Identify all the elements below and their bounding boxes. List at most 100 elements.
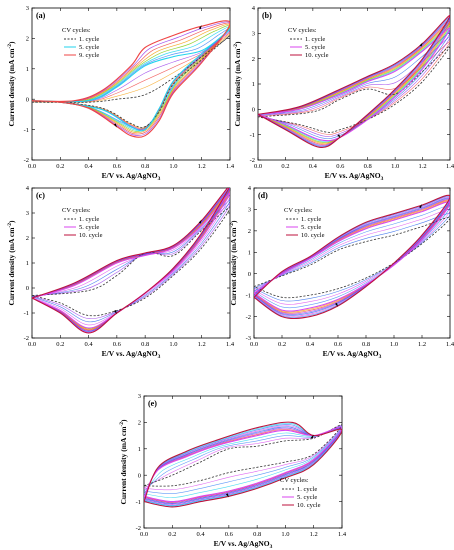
y-tick-label: 1: [138, 446, 141, 453]
cv-loop-intermediate: [32, 33, 230, 129]
x-tick-label: 1.0: [281, 531, 289, 538]
y-tick-label: 2: [26, 235, 29, 242]
x-tick-label: 1.0: [390, 341, 398, 348]
x-tick-label: 0.2: [281, 163, 289, 170]
x-tick-label: 0.0: [28, 163, 36, 170]
y-axis-label: Current density (mA cm-2): [119, 419, 128, 505]
y-tick-label: 1: [26, 66, 29, 73]
x-tick-label: 1.4: [446, 341, 454, 348]
y-tick-label: 1: [248, 249, 251, 256]
y-tick-label: 1: [26, 260, 29, 267]
series-1-line: [258, 45, 450, 133]
cv-loop-intermediate: [144, 424, 342, 506]
y-tick-label: 2: [26, 36, 29, 43]
legend-title: CV cycles:: [284, 207, 313, 214]
plot-frame: [31, 7, 231, 161]
series-3-line: [258, 15, 450, 149]
series-1-line: [144, 424, 342, 487]
x-tick-label: 1.0: [169, 341, 177, 348]
scan-direction-arrow: [113, 123, 117, 128]
legend-item: 10. cycle: [305, 52, 329, 59]
x-tick-label: 1.0: [169, 163, 177, 170]
panel-label: (e): [148, 399, 157, 408]
cv-loop-intermediate: [144, 426, 342, 498]
y-tick-label: 4: [252, 5, 256, 12]
y-tick-label: 0: [138, 472, 141, 479]
cv-loop-intermediate: [254, 205, 450, 309]
y-tick-label: -1: [24, 127, 29, 134]
cv-loop-intermediate: [258, 41, 450, 135]
cv-loop-intermediate: [32, 24, 230, 132]
x-axis-label: E/V vs. Ag/AgNO3: [102, 349, 161, 360]
legend-item: 5. cycle: [79, 44, 99, 51]
scan-direction-arrow: [337, 134, 341, 139]
cv-loop-intermediate: [144, 425, 342, 505]
x-tick-label: 0.4: [85, 341, 94, 348]
y-tick-label: 3: [26, 210, 29, 217]
x-axis-label: E/V vs. Ag/AgNO3: [323, 349, 382, 360]
series-2-line: [144, 426, 342, 503]
x-tick-label: 0.6: [334, 341, 343, 348]
series-2-line: [254, 201, 450, 312]
x-tick-label: 0.8: [253, 531, 261, 538]
panel-label: (c): [36, 191, 45, 200]
plot-frame: [253, 187, 451, 339]
scan-direction-arrow: [113, 310, 117, 314]
x-tick-label: 1.4: [446, 163, 454, 170]
y-tick-label: -1: [136, 499, 141, 506]
x-axis-label: E/V vs. Ag/AgNO3: [325, 171, 384, 182]
scan-direction-arrow: [310, 434, 314, 439]
series-2-line: [32, 28, 230, 132]
cv-loop-intermediate: [258, 20, 450, 145]
series-3-line: [144, 421, 342, 508]
y-tick-label: -2: [250, 157, 255, 164]
cv-loop-intermediate: [32, 190, 230, 330]
y-tick-label: -2: [24, 335, 29, 342]
cv-loop-intermediate: [144, 424, 342, 491]
x-tick-label: 0.6: [336, 163, 345, 170]
x-tick-label: 0.8: [364, 163, 372, 170]
panel-label: (d): [258, 191, 268, 200]
series-3-line: [32, 188, 230, 334]
y-tick-label: 3: [138, 393, 141, 400]
x-tick-label: 0.4: [197, 531, 206, 538]
x-tick-label: 0.6: [225, 531, 234, 538]
legend-item: 1. cycle: [79, 216, 99, 223]
x-tick-label: 0.4: [85, 163, 94, 170]
series-2-line: [258, 27, 450, 142]
x-tick-label: 0.4: [306, 341, 315, 348]
series-2-line: [32, 192, 230, 329]
legend-title: CV cycles:: [62, 207, 91, 214]
panel-label: (b): [262, 11, 272, 20]
scan-direction-arrow: [225, 493, 229, 498]
x-tick-label: 0.2: [56, 163, 64, 170]
x-tick-label: 1.2: [419, 163, 427, 170]
cv-loop-intermediate: [258, 24, 450, 143]
cv-loop-intermediate: [144, 426, 342, 503]
cv-loop-intermediate: [254, 209, 450, 305]
legend-title: CV cycles:: [280, 477, 309, 484]
cv-loop-intermediate: [258, 36, 450, 137]
series-3-line: [32, 20, 230, 138]
x-tick-label: 0.8: [362, 341, 370, 348]
y-tick-label: -2: [136, 525, 141, 532]
legend-item: 5. cycle: [79, 224, 99, 231]
plot-frame: [143, 395, 343, 529]
plot-area-4: 0.0 0.2 0.4 0.6 0.8 1.0 1.2 1.4 -2 -1 0 1 2 3 (e) E/V v…: [119, 393, 347, 550]
plot-area-3: 0.0 0.2 0.4 0.6 0.8 1.0 1.2 1.4 -3 -2 -1 0 1 2 3 4 (d) E/…: [229, 185, 454, 360]
y-tick-label: 0: [252, 107, 255, 114]
y-tick-label: 2: [138, 420, 141, 427]
y-tick-label: 2: [248, 228, 251, 235]
y-tick-label: 4: [248, 185, 252, 192]
y-tick-label: 4: [26, 185, 30, 192]
legend-item: 10. cycle: [79, 232, 103, 239]
legend-item: 10. cycle: [297, 502, 321, 509]
x-tick-label: 0.0: [250, 341, 258, 348]
y-tick-label: 0: [26, 285, 29, 292]
plot-area-1: 0.0 0.2 0.4 0.6 0.8 1.0 1.2 1.4 -2 -1 0 1 2 3 4 (b) E/V …: [233, 5, 454, 182]
